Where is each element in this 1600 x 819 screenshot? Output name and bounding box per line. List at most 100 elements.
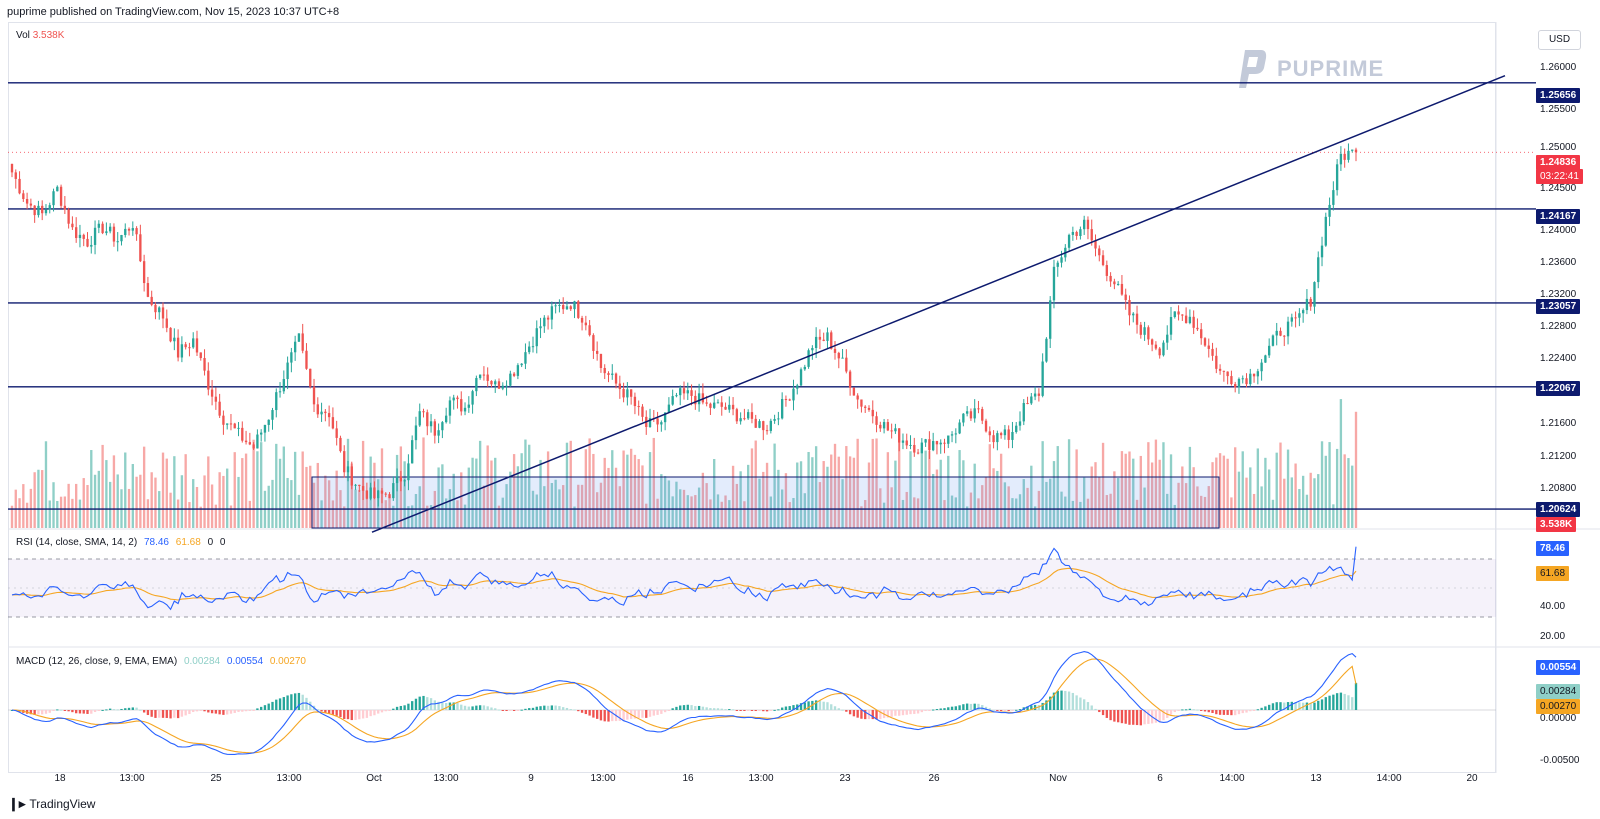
macd-histogram-bar bbox=[112, 709, 116, 711]
volume-bar bbox=[48, 500, 51, 528]
candle-body bbox=[244, 440, 248, 443]
candle-body bbox=[516, 365, 520, 376]
macd-histogram-bar bbox=[1222, 710, 1226, 715]
volume-bar bbox=[105, 460, 108, 528]
volume-bar bbox=[135, 476, 138, 528]
macd-histogram-bar bbox=[1226, 710, 1229, 715]
macd-histogram-bar bbox=[580, 710, 584, 713]
volume-bar bbox=[1011, 498, 1014, 528]
volume-bar bbox=[924, 450, 927, 528]
volume-bar bbox=[614, 467, 618, 528]
macd-histogram-bar bbox=[139, 709, 142, 711]
macd-histogram-bar bbox=[864, 710, 867, 720]
candle-body bbox=[512, 373, 516, 376]
candle-body bbox=[309, 368, 312, 387]
candle-body bbox=[176, 337, 180, 358]
candle-body bbox=[599, 353, 603, 368]
volume-bar bbox=[762, 471, 765, 528]
candle-body bbox=[1188, 316, 1192, 324]
candle-body bbox=[56, 186, 59, 192]
volume-bar bbox=[747, 464, 750, 528]
candle-body bbox=[580, 317, 584, 323]
candle-body bbox=[864, 406, 867, 408]
volume-bar bbox=[788, 502, 791, 528]
volume-bar bbox=[1351, 465, 1354, 528]
volume-bar bbox=[765, 462, 769, 528]
candle-body bbox=[324, 411, 327, 414]
time-tick: 9 bbox=[528, 773, 534, 784]
macd-histogram-bar bbox=[105, 709, 108, 711]
price-tick: 1.23600 bbox=[1540, 257, 1577, 268]
candle-body bbox=[724, 406, 727, 410]
candle-body bbox=[184, 344, 187, 348]
macd-histogram-bar bbox=[90, 710, 93, 714]
macd-histogram-bar bbox=[826, 702, 829, 710]
volume-bar bbox=[97, 470, 101, 528]
volume-bar bbox=[1139, 455, 1142, 528]
macd-histogram-bar bbox=[146, 710, 150, 716]
macd-histogram-bar bbox=[524, 708, 527, 710]
macd-histogram-bar bbox=[237, 710, 240, 712]
candle-body bbox=[384, 493, 387, 495]
volume-bar bbox=[59, 496, 63, 528]
candle-body bbox=[271, 410, 274, 420]
candle-body bbox=[803, 366, 806, 370]
macd-histogram-bar bbox=[158, 710, 161, 718]
macd-histogram-bar bbox=[950, 706, 954, 710]
macd-histogram-bar bbox=[539, 706, 542, 710]
volume-bar bbox=[1184, 483, 1188, 528]
volume-bar bbox=[584, 449, 588, 528]
currency-button[interactable]: USD bbox=[1538, 30, 1581, 50]
level-tag: 1.22067 bbox=[1536, 381, 1581, 396]
macd-histogram-bar bbox=[686, 704, 689, 710]
price-tick: 1.26000 bbox=[1540, 62, 1577, 73]
macd-histogram-bar bbox=[799, 703, 803, 710]
volume-bar bbox=[1018, 494, 1022, 528]
macd-histogram-bar bbox=[176, 710, 180, 719]
candle-body bbox=[637, 406, 640, 408]
candle-body bbox=[845, 357, 848, 372]
volume-bar bbox=[176, 499, 180, 528]
candle-body bbox=[188, 347, 191, 349]
time-tick: Nov bbox=[1049, 773, 1067, 784]
volume-bar bbox=[1286, 449, 1290, 528]
volume-bar bbox=[1354, 411, 1358, 528]
volume-bar bbox=[1332, 504, 1335, 528]
countdown-tag: 03:22:41 bbox=[1536, 169, 1583, 184]
candle-body bbox=[1211, 348, 1214, 356]
candle-body bbox=[1332, 190, 1335, 205]
volume-bar bbox=[931, 473, 935, 528]
candle-body bbox=[395, 476, 399, 484]
time-tick: 13:00 bbox=[590, 773, 616, 784]
volume-bar bbox=[773, 443, 776, 528]
candle-body bbox=[373, 487, 376, 499]
macd-histogram-bar bbox=[550, 705, 554, 710]
macd-histogram-bar bbox=[173, 710, 176, 718]
macd-histogram-bar bbox=[890, 710, 893, 717]
volume-bar bbox=[1290, 477, 1293, 528]
macd-histogram-bar bbox=[905, 710, 908, 715]
volume-bar bbox=[1026, 487, 1029, 528]
macd-histogram-bar bbox=[192, 710, 195, 713]
volume-bar bbox=[728, 500, 731, 528]
macd-histogram-bar bbox=[135, 707, 138, 710]
volume-bar bbox=[426, 505, 429, 528]
candle-body bbox=[750, 412, 754, 419]
volume-bar bbox=[82, 478, 85, 528]
macd-histogram-bar bbox=[875, 710, 878, 720]
volume-bar bbox=[1132, 458, 1135, 528]
macd-histogram-bar bbox=[1086, 702, 1090, 710]
macd-histogram-bar bbox=[928, 710, 931, 711]
volume-bar bbox=[1234, 447, 1237, 528]
macd-histogram-bar bbox=[1116, 710, 1120, 723]
candle-body bbox=[962, 413, 965, 423]
tradingview-logo[interactable]: ❙▸ TradingView bbox=[8, 796, 95, 812]
volume-bar bbox=[482, 485, 486, 528]
candle-body bbox=[124, 228, 127, 235]
volume-bar bbox=[305, 466, 308, 528]
macd-histogram-bar bbox=[622, 710, 625, 721]
time-tick: 13:00 bbox=[433, 773, 459, 784]
macd-histogram-bar bbox=[373, 710, 376, 716]
candle-body bbox=[762, 421, 765, 431]
